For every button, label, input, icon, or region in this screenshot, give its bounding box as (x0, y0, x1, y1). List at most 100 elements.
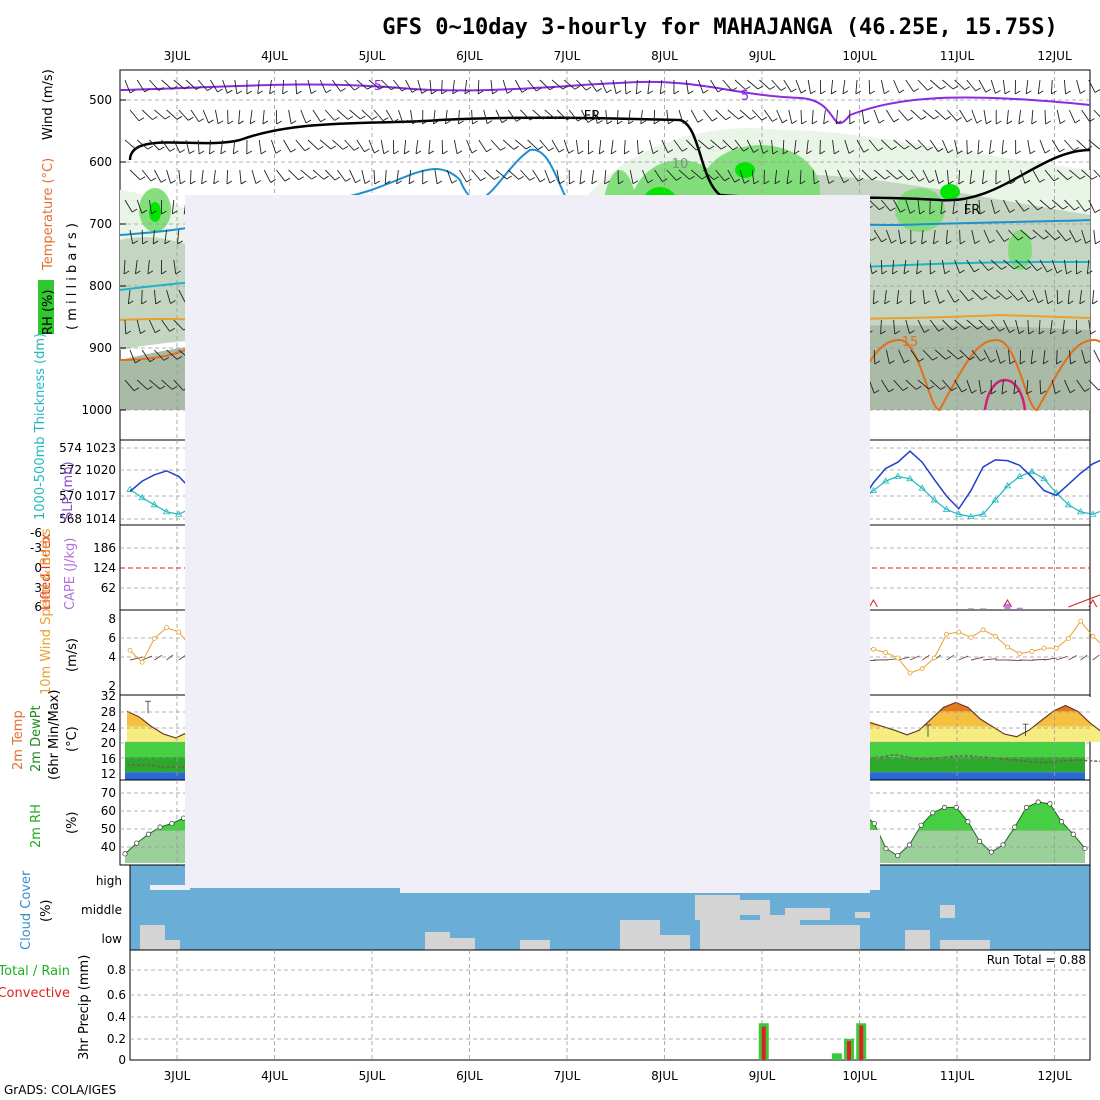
wind-barb (771, 79, 787, 91)
wind-barb (520, 109, 536, 121)
wind-barb (678, 169, 695, 180)
wind-barb (598, 139, 605, 155)
ylabel-cloud: Cloud Cover (19, 870, 34, 950)
contour-temp-25 (983, 378, 1027, 411)
wind10m-barb (1031, 658, 1046, 661)
wind-barb (856, 139, 869, 153)
wind-barb (1015, 199, 1030, 212)
wind10m-point (907, 670, 913, 676)
wind10m-barb (909, 655, 920, 661)
wind-barb (539, 139, 555, 152)
wind-barb (971, 109, 982, 124)
thickness-point (175, 510, 183, 517)
date-label-top: 6JUL (456, 49, 483, 63)
wind10m-barb (178, 654, 187, 661)
wind10m-point (968, 634, 974, 640)
wind-barb (178, 109, 194, 121)
wind-barb (868, 379, 880, 394)
wind-barb (337, 169, 351, 182)
wind-barb (1088, 199, 1100, 213)
wind-barb (532, 169, 546, 183)
wind-barb (1039, 199, 1056, 210)
wind-barb (971, 349, 986, 362)
wind-barb (905, 139, 922, 150)
wind10m-point (1090, 633, 1096, 639)
wind-barb (153, 289, 161, 305)
wind-barb (337, 109, 354, 120)
wind-barb (929, 79, 946, 90)
wind-barb (942, 79, 959, 90)
wind-barb (222, 79, 233, 94)
wind-barb (1027, 259, 1043, 271)
wind-barb (734, 139, 749, 152)
wind-barb (1044, 229, 1061, 241)
cape-bar (1004, 603, 1011, 609)
wind-barb (1088, 379, 1100, 391)
wind10m-barb (166, 654, 174, 661)
wind-barb (1051, 259, 1063, 274)
wind-barb (556, 109, 573, 121)
wind-barb (947, 109, 962, 121)
rh2m-point (1070, 831, 1076, 837)
wind-barb (579, 169, 586, 185)
wind-barb (397, 109, 409, 124)
wind-barb (220, 139, 227, 155)
date-label-bottom: 9JUL (749, 1069, 776, 1083)
wind-barb (1063, 379, 1076, 394)
wind-barb (269, 79, 275, 95)
wind-barb (934, 349, 951, 360)
ylabel-dewpt: 2m DewPt (29, 705, 44, 772)
dewpoint-line (126, 747, 1100, 769)
wind-barb (624, 79, 632, 95)
wind-barb (312, 169, 329, 180)
wind10m-point (164, 625, 169, 631)
contour-label: FR (964, 203, 981, 218)
wind-barb (1025, 79, 1032, 95)
wind-barb (1019, 349, 1026, 365)
wind-barb (1007, 349, 1016, 365)
wind-barb (954, 319, 971, 330)
wind-barb (1086, 259, 1093, 275)
cloud-high (400, 425, 870, 893)
wind-barb (380, 139, 390, 155)
wind-barb (515, 139, 532, 150)
li-tick: 3 (34, 581, 42, 595)
wind-barb (238, 109, 244, 125)
wind-barb (983, 229, 995, 244)
wind-barb (270, 139, 282, 154)
wind-barb (393, 79, 408, 92)
thickness-point (1028, 467, 1036, 475)
wind-barb (209, 139, 215, 155)
wind-barb (898, 169, 914, 181)
wind-barb (1088, 139, 1100, 150)
wind-barb (647, 79, 654, 95)
wind10m-point (151, 636, 157, 641)
wind-barb (282, 79, 288, 95)
wind-barb (947, 289, 960, 303)
wind-barb (1093, 109, 1100, 118)
wind-barb (959, 349, 975, 361)
wind-barb (764, 109, 778, 122)
wind10m-point (956, 629, 962, 635)
wind-barb (746, 79, 764, 90)
slp-tick: 1023 (85, 441, 116, 455)
wind-barb (715, 169, 730, 182)
wind-barb (1002, 319, 1015, 333)
slp-tick: 1020 (85, 463, 116, 477)
wind-barb (807, 79, 816, 95)
wind-barb (161, 139, 176, 152)
wind-barb (1051, 379, 1061, 395)
wind-barb (141, 169, 157, 182)
date-label-bottom: 6JUL (456, 1069, 483, 1083)
thickness-point (138, 493, 146, 501)
thickness-point (991, 496, 1000, 503)
wind-barb (161, 79, 178, 90)
wind-barb (1008, 229, 1024, 241)
li-tick: -3 (30, 541, 42, 555)
wind-barb (148, 319, 161, 334)
rh2m-point (1059, 819, 1065, 825)
wind-barb (1039, 139, 1051, 154)
wind-barb (896, 289, 903, 305)
wind-barb (129, 229, 138, 245)
wind-barb (1063, 259, 1072, 275)
